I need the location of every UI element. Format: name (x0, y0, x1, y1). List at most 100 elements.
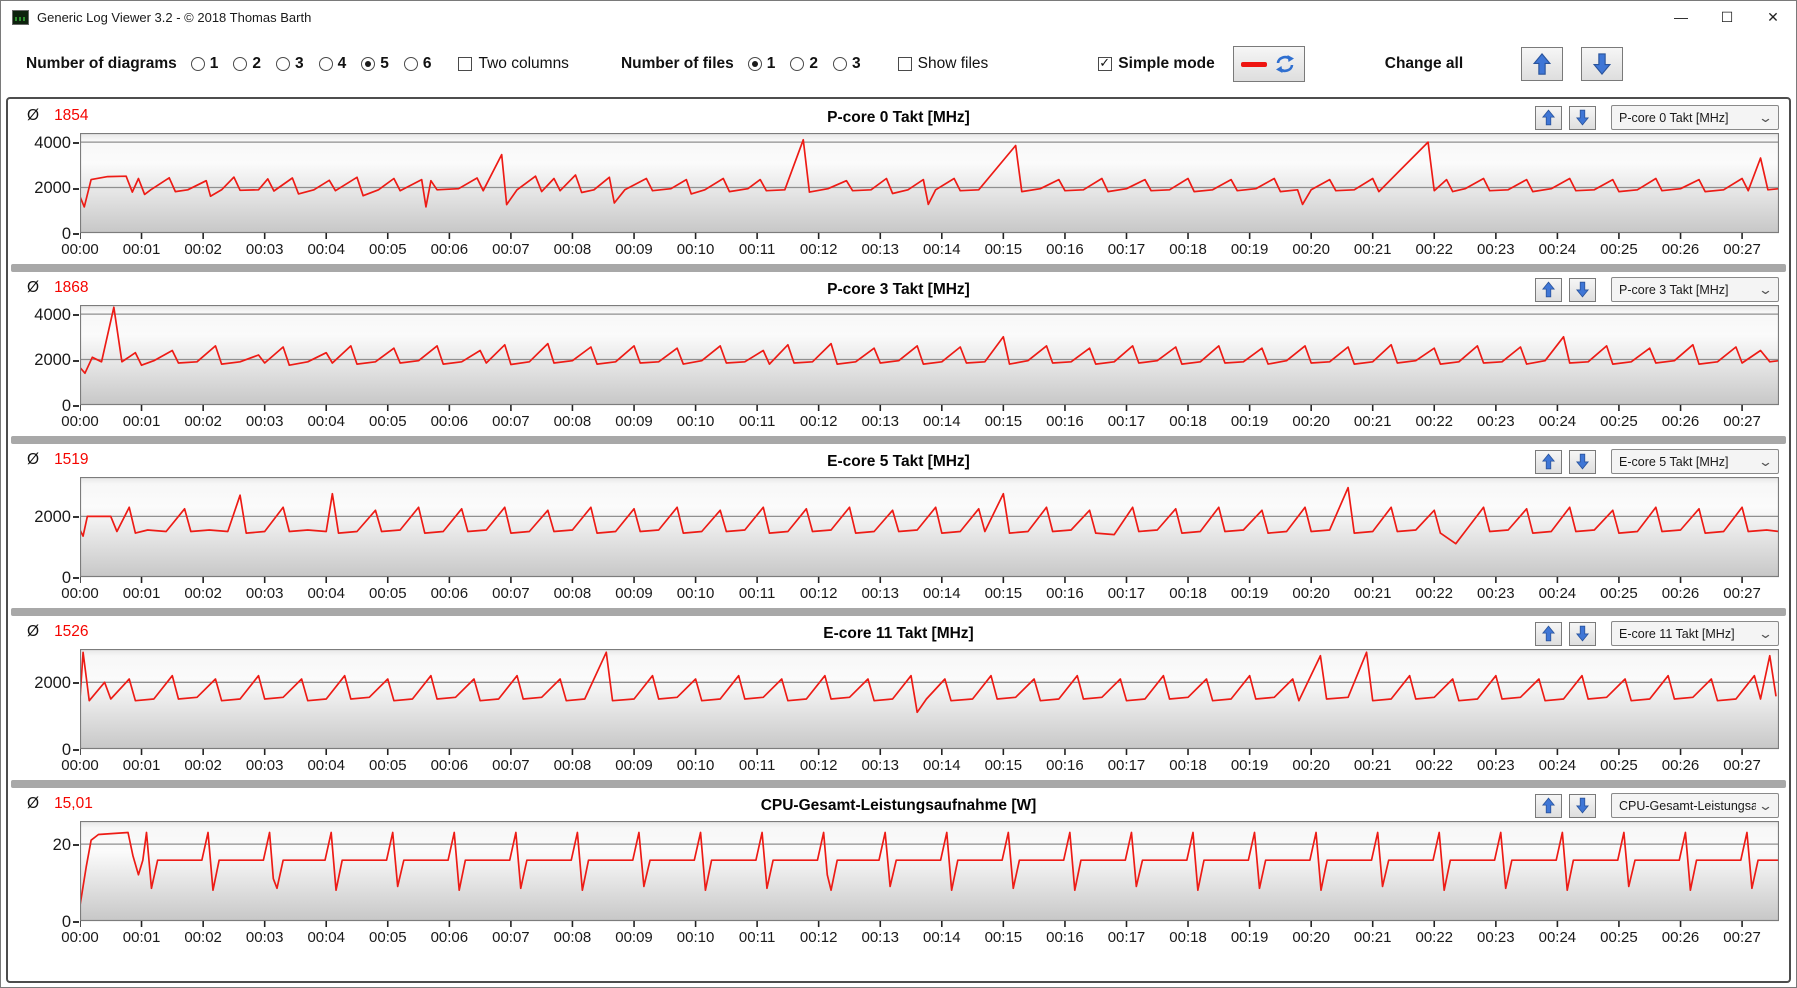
plot-area (80, 821, 1779, 929)
x-axis-label: 00:12 (799, 413, 838, 430)
plot-area (80, 133, 1779, 241)
metric-dropdown-value: P-core 3 Takt [MHz] (1619, 282, 1729, 297)
diagram-count-radio-5[interactable]: 5 (361, 55, 389, 73)
diagram-count-radio-4[interactable]: 4 (318, 55, 346, 73)
x-axis-label: 00:10 (676, 585, 715, 602)
metric-dropdown[interactable]: P-core 0 Takt [MHz] ⌄ (1611, 105, 1779, 130)
panel-separator (11, 608, 1786, 616)
x-axis-label: 00:01 (122, 929, 161, 946)
up-arrow-icon (1542, 453, 1555, 470)
file-count-radio-1[interactable]: 1 (747, 55, 775, 73)
average-readout: Ø 1519 (27, 451, 89, 469)
refresh-icon (1276, 55, 1295, 73)
x-axis-label: 00:25 (1600, 241, 1638, 258)
file-count-radio-2[interactable]: 2 (790, 55, 818, 73)
x-axis-label: 00:14 (923, 757, 961, 774)
x-axis-label: 00:22 (1415, 929, 1454, 946)
x-axis-label: 00:13 (861, 413, 900, 430)
x-axis-label: 00:12 (799, 241, 838, 258)
line-style-button[interactable] (1232, 46, 1305, 82)
up-arrow-icon (1542, 797, 1555, 814)
x-axis-label: 00:04 (307, 241, 345, 258)
x-axis-label: 00:10 (676, 929, 715, 946)
chevron-down-icon: ⌄ (1757, 625, 1774, 641)
x-axis-labels: 00:00 00:01 00:02 00:03 00:04 00:05 00:06 00:07… (61, 757, 1779, 778)
file-count-radio-3[interactable]: 3 (833, 55, 861, 73)
down-arrow-icon (1576, 625, 1589, 642)
x-axis-label: 00:20 (1292, 757, 1330, 774)
maximize-button[interactable]: ☐ (1704, 1, 1750, 33)
down-arrow-icon (1576, 797, 1589, 814)
x-axis-label: 00:19 (1230, 241, 1269, 258)
x-axis-label: 00:23 (1477, 757, 1515, 774)
x-axis-label: 00:01 (122, 413, 161, 430)
metric-dropdown[interactable]: E-core 5 Takt [MHz] ⌄ (1611, 449, 1779, 474)
x-axis-label: 00:19 (1230, 757, 1269, 774)
x-axis-label: 00:04 (307, 413, 345, 430)
minimize-button[interactable]: — (1658, 1, 1704, 33)
x-axis-labels: 00:00 00:01 00:02 00:03 00:04 00:05 00:06 00:07… (61, 585, 1779, 606)
x-axis-label: 00:00 (61, 241, 99, 258)
metric-dropdown-value: E-core 11 Takt [MHz] (1619, 626, 1735, 641)
x-axis-label: 00:05 (369, 585, 407, 602)
x-axis-label: 00:27 (1723, 929, 1761, 946)
x-axis-label: 00:22 (1415, 241, 1454, 258)
diagram-count-radio-6[interactable]: 6 (403, 55, 431, 73)
close-button[interactable]: ✕ (1750, 1, 1796, 33)
two-columns-checkbox[interactable]: Two columns (458, 55, 569, 73)
x-axis-labels: 00:00 00:01 00:02 00:03 00:04 00:05 00:06 00:07… (61, 929, 1779, 950)
change-all-up-button[interactable] (1521, 47, 1564, 81)
down-arrow-icon (1593, 53, 1612, 76)
x-axis-label: 00:26 (1661, 413, 1700, 430)
y-axis: 20 0 (8, 821, 80, 931)
move-down-button[interactable] (1569, 277, 1596, 302)
x-axis-label: 00:10 (676, 241, 715, 258)
plot-area (80, 477, 1779, 585)
x-axis-label: 00:02 (184, 241, 222, 258)
average-symbol: Ø (27, 279, 40, 296)
diagram-count-radio-2[interactable]: 2 (233, 55, 261, 73)
x-axis-label: 00:15 (984, 929, 1023, 946)
change-all-down-button[interactable] (1581, 47, 1624, 81)
x-axis-label: 00:03 (245, 241, 284, 258)
move-up-button[interactable] (1535, 277, 1562, 302)
average-value: 1526 (54, 623, 89, 640)
y-axis-label: 2000 (34, 508, 79, 526)
move-up-button[interactable] (1535, 449, 1562, 474)
x-axis-label: 00:16 (1046, 929, 1084, 946)
x-axis-label: 00:10 (676, 757, 715, 774)
move-down-button[interactable] (1569, 621, 1596, 646)
chart-panel: Ø 1519 E-core 5 Takt [MHz] E-core 5 Takt… (8, 444, 1789, 606)
simple-mode-checkbox[interactable]: Simple mode (1098, 55, 1215, 73)
plot-area (80, 305, 1779, 413)
line-chart (80, 649, 1779, 755)
x-axis-label: 00:13 (861, 757, 900, 774)
average-symbol: Ø (27, 795, 40, 812)
x-axis-label: 00:00 (61, 413, 99, 430)
line-chart (80, 133, 1779, 239)
metric-dropdown[interactable]: CPU-Gesamt-Leistungsau ⌄ (1611, 793, 1779, 818)
show-files-checkbox[interactable]: Show files (897, 55, 988, 73)
y-axis-label: 0 (62, 741, 79, 759)
up-arrow-icon (1542, 625, 1555, 642)
move-down-button[interactable] (1569, 449, 1596, 474)
diagram-count-radio-3[interactable]: 3 (275, 55, 304, 73)
metric-dropdown[interactable]: P-core 3 Takt [MHz] ⌄ (1611, 277, 1779, 302)
chart-title: E-core 11 Takt [MHz] (823, 625, 974, 642)
x-axis-label: 00:24 (1538, 585, 1577, 602)
diagram-count-radio-1[interactable]: 1 (190, 55, 218, 73)
metric-dropdown[interactable]: E-core 11 Takt [MHz] ⌄ (1611, 621, 1779, 646)
move-down-button[interactable] (1569, 793, 1596, 818)
move-down-button[interactable] (1569, 105, 1596, 130)
x-axis-label: 00:27 (1723, 757, 1761, 774)
x-axis-label: 00:17 (1107, 413, 1146, 430)
x-axis-label: 00:09 (615, 757, 653, 774)
x-axis-label: 00:11 (738, 585, 776, 602)
x-axis-label: 00:08 (553, 929, 592, 946)
move-up-button[interactable] (1535, 793, 1562, 818)
x-axis-label: 00:20 (1292, 241, 1330, 258)
move-up-button[interactable] (1535, 621, 1562, 646)
x-axis-label: 00:25 (1600, 585, 1638, 602)
y-axis: 4000 2000 0 (8, 133, 80, 243)
move-up-button[interactable] (1535, 105, 1562, 130)
